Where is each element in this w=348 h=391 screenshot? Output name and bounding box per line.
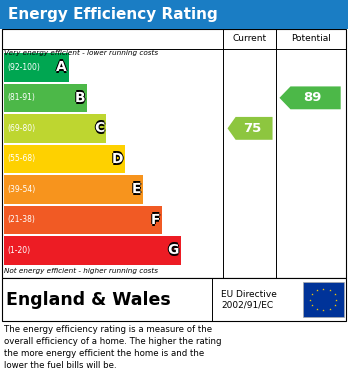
Text: G: G [167, 241, 179, 255]
Text: G: G [167, 243, 179, 257]
Text: D: D [111, 150, 123, 164]
Text: B: B [75, 89, 86, 103]
Text: E: E [131, 182, 141, 196]
Text: D: D [112, 152, 124, 166]
Text: F: F [150, 213, 159, 227]
Text: England & Wales: England & Wales [6, 291, 171, 308]
Text: (1-20): (1-20) [8, 246, 31, 255]
Text: G: G [167, 245, 179, 259]
Bar [303, 282, 344, 317]
Text: EU Directive
2002/91/EC: EU Directive 2002/91/EC [221, 290, 277, 309]
Text: F: F [151, 213, 160, 227]
Bar [2, 278, 346, 321]
Bar [4, 175, 143, 204]
Text: (81-91): (81-91) [8, 93, 35, 102]
Text: Very energy efficient - lower running costs: Very energy efficient - lower running co… [4, 50, 158, 56]
Text: D: D [111, 154, 123, 168]
Text: C: C [94, 121, 104, 135]
Text: B: B [74, 91, 85, 105]
Text: 89: 89 [303, 91, 322, 104]
Text: Potential: Potential [292, 34, 331, 43]
Text: C: C [93, 121, 103, 135]
Text: (39-54): (39-54) [8, 185, 36, 194]
Text: (55-68): (55-68) [8, 154, 36, 163]
Bar [4, 145, 125, 173]
Bar [4, 236, 181, 265]
Text: A: A [56, 60, 67, 74]
Text: The energy efficiency rating is a measure of the
overall efficiency of a home. T: The energy efficiency rating is a measur… [4, 325, 222, 370]
Text: A: A [55, 60, 66, 74]
Polygon shape [228, 117, 272, 140]
Bar [4, 206, 162, 234]
Polygon shape [279, 86, 341, 109]
Bar [4, 53, 69, 82]
Text: E: E [132, 180, 142, 194]
Bar [4, 84, 87, 112]
Text: (92-100): (92-100) [8, 63, 40, 72]
Text: E: E [132, 184, 142, 198]
Text: F: F [151, 211, 160, 225]
Text: G: G [166, 243, 178, 257]
Text: B: B [75, 91, 86, 105]
Text: F: F [151, 215, 160, 229]
Text: C: C [94, 119, 104, 133]
Text: (21-38): (21-38) [8, 215, 35, 224]
Text: D: D [111, 152, 123, 166]
Text: 75: 75 [243, 122, 261, 135]
Text: Not energy efficient - higher running costs: Not energy efficient - higher running co… [4, 268, 158, 274]
Text: Energy Efficiency Rating: Energy Efficiency Rating [8, 7, 218, 22]
Text: A: A [56, 58, 67, 72]
Text: B: B [76, 91, 87, 105]
Bar [2, 29, 346, 278]
Bar [4, 114, 106, 143]
Text: D: D [110, 152, 122, 166]
Text: E: E [133, 182, 143, 196]
Text: A: A [56, 62, 67, 76]
Text: E: E [132, 182, 142, 196]
Bar [0, 0, 348, 29]
Text: A: A [57, 60, 68, 74]
Text: C: C [94, 123, 104, 137]
Text: G: G [168, 243, 180, 257]
Text: C: C [95, 121, 105, 135]
Text: Current: Current [233, 34, 267, 43]
Text: B: B [75, 93, 86, 107]
Text: F: F [152, 213, 161, 227]
Text: (69-80): (69-80) [8, 124, 36, 133]
